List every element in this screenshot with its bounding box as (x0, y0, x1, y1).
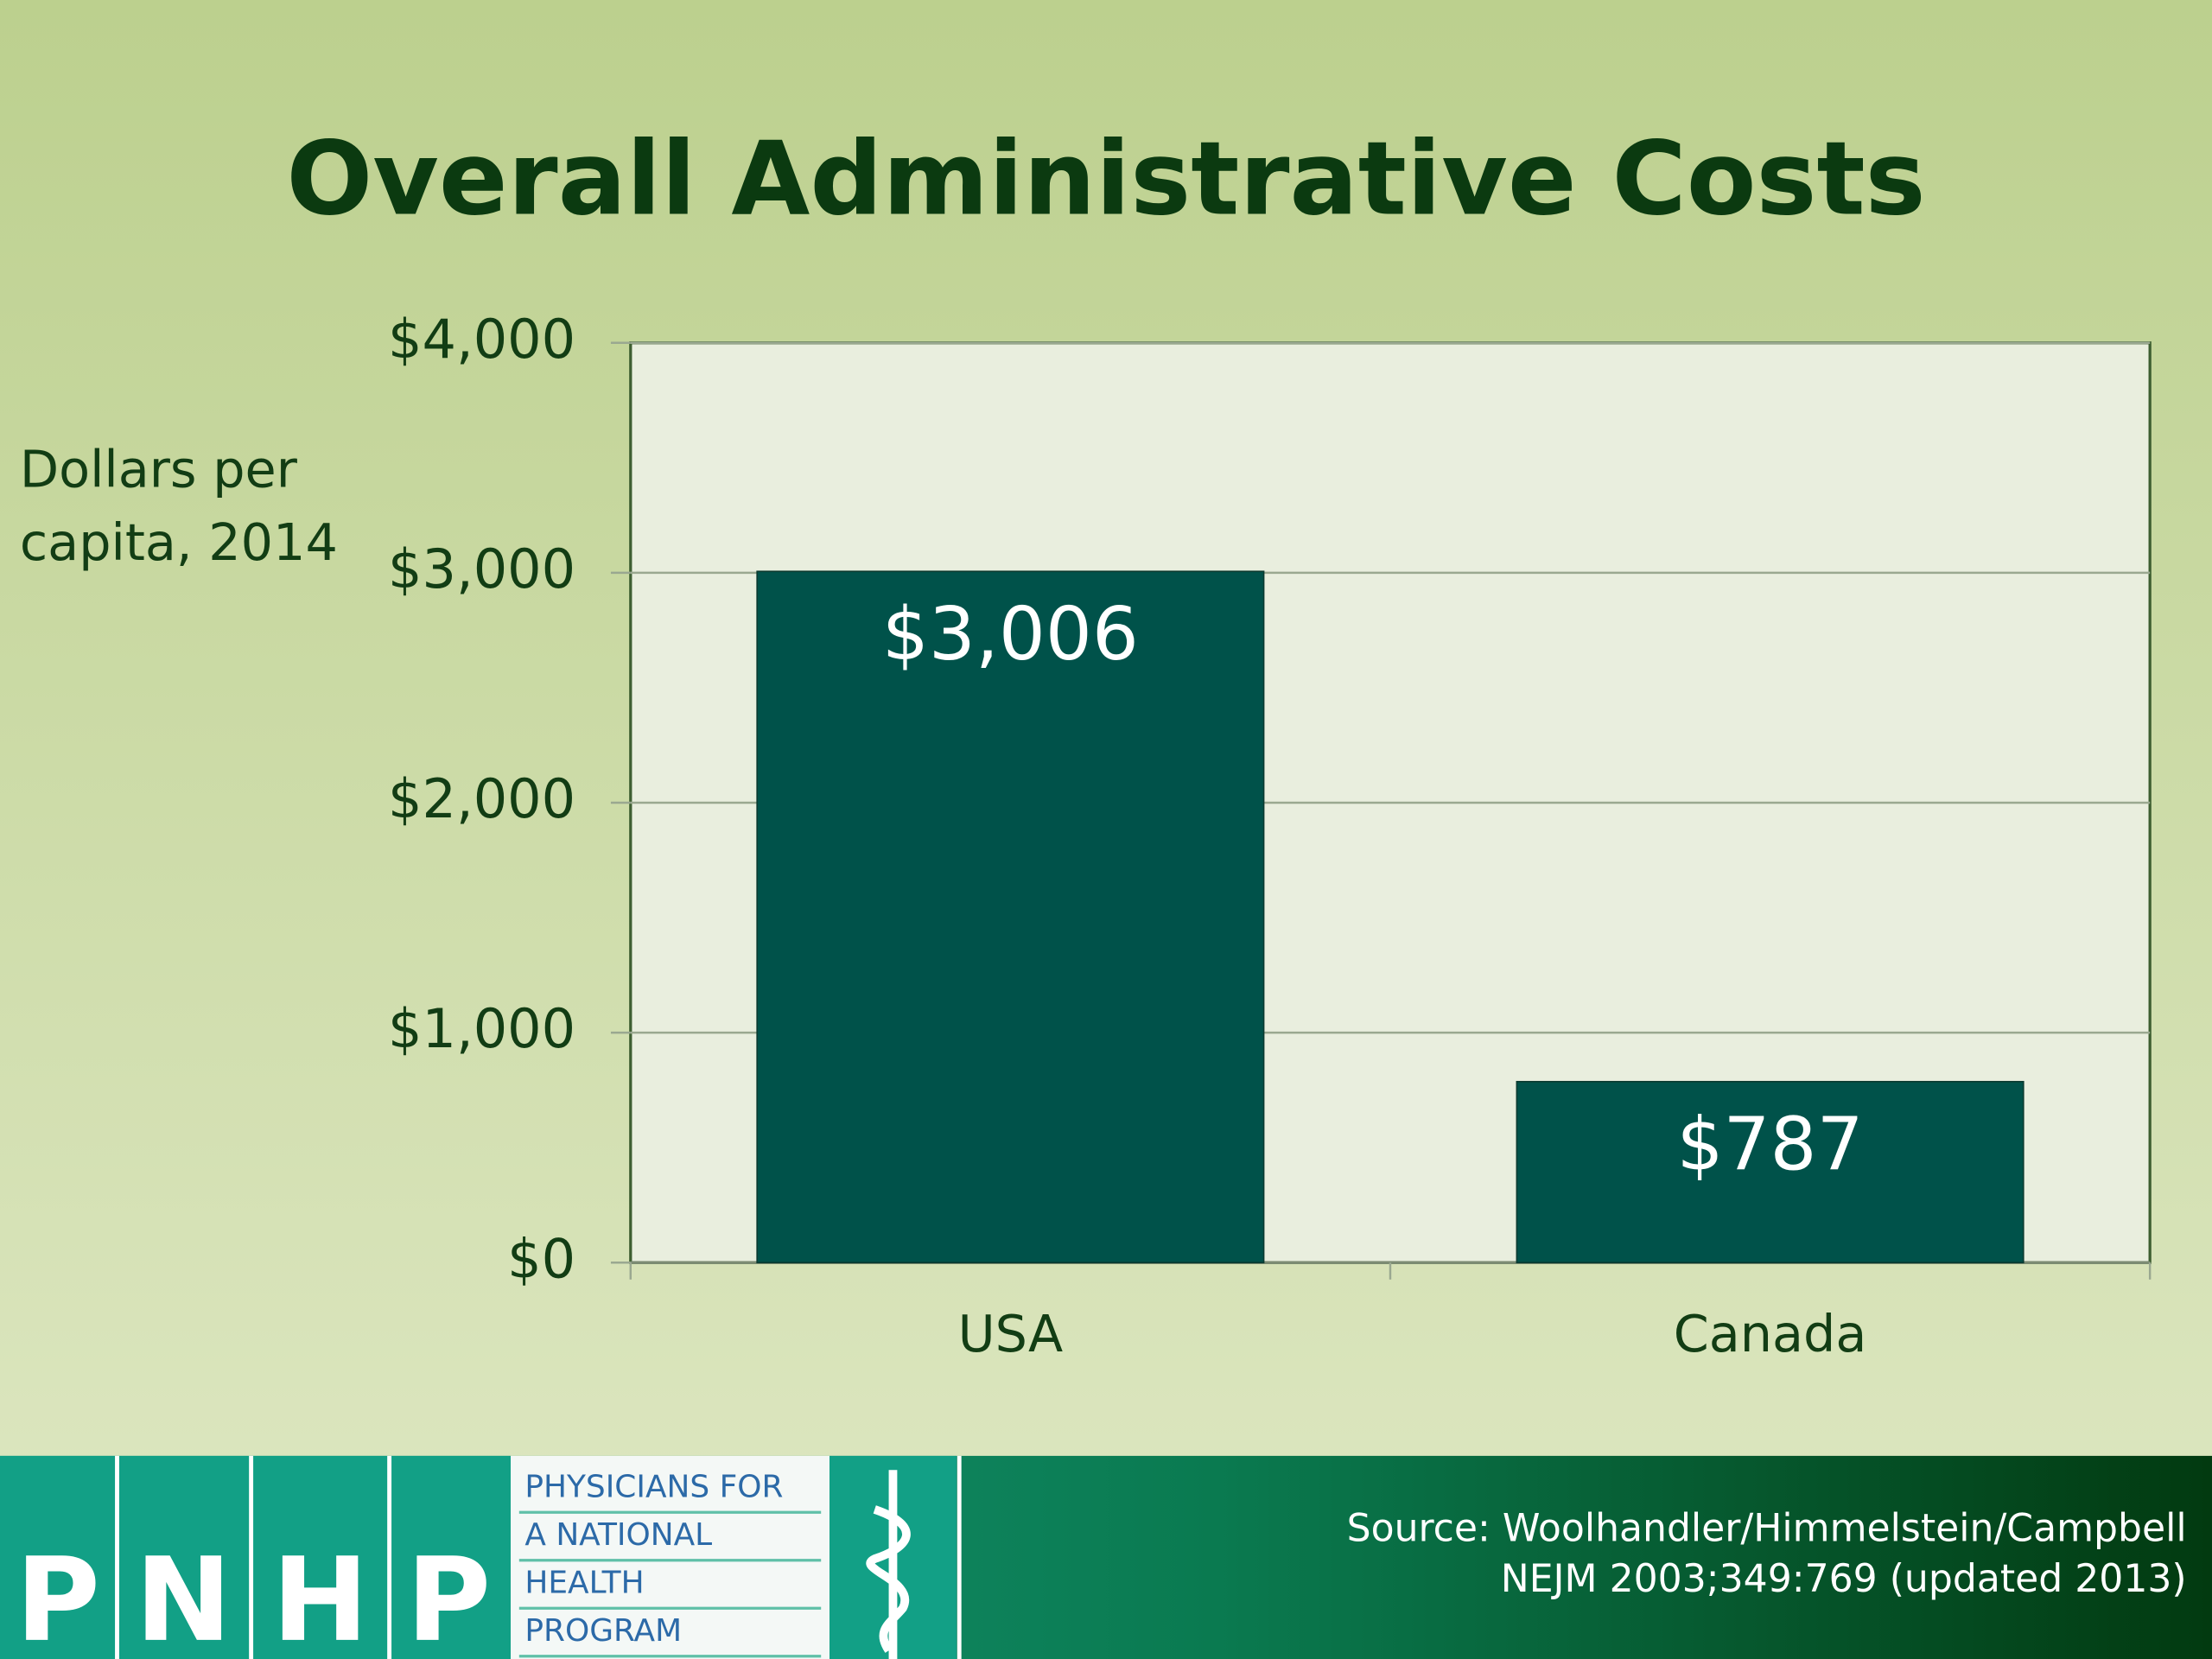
logo-letter: N (135, 1533, 232, 1659)
org-name-line: PROGRAM (524, 1613, 682, 1649)
source-line: Source: Woolhandler/Himmelstein/Campbell (1347, 1506, 2187, 1550)
y-tick-label: $3,000 (388, 537, 575, 601)
logo-letter: H (272, 1533, 369, 1659)
x-tick-label: USA (958, 1304, 1064, 1363)
x-tick-label: Canada (1674, 1304, 1867, 1363)
y-tick-label: $1,000 (388, 997, 575, 1060)
caduceus-icon (866, 1470, 911, 1659)
y-tick-label: $4,000 (388, 308, 575, 371)
data-label: $3,006 (882, 592, 1139, 677)
logo-letter: P (406, 1533, 491, 1659)
y-tick-label: $0 (507, 1227, 575, 1290)
logo-letter: P (16, 1533, 100, 1659)
org-name-line: PHYSICIANS FOR (524, 1469, 783, 1504)
org-panel (511, 1455, 830, 1659)
chart-title: Overall Administrative Costs (286, 120, 1925, 238)
y-tick-label: $2,000 (388, 767, 575, 830)
y-axis-label-box: Dollars per capita, 2014 (19, 442, 338, 573)
source-line: NEJM 2003;349:769 (updated 2013) (1501, 1557, 2187, 1601)
org-name-line: HEALTH (524, 1565, 644, 1600)
y-axis-label: Dollars per capita, 2014 (19, 442, 338, 573)
org-name-line: A NATIONAL (524, 1517, 712, 1553)
bar (756, 570, 1265, 1264)
logo-block (0, 1455, 512, 1659)
data-label: $787 (1677, 1103, 1864, 1188)
bar (1516, 1080, 2024, 1264)
